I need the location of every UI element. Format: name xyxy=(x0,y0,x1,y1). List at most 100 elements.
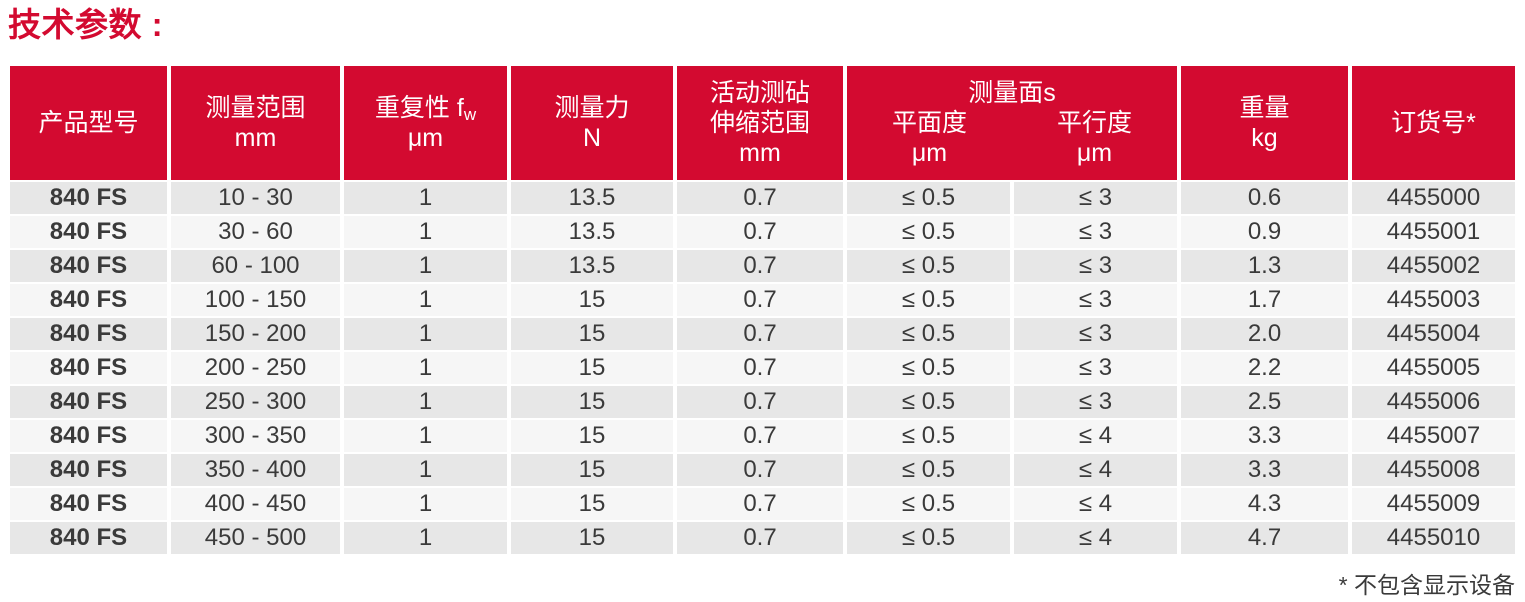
table-cell: ≤ 4 xyxy=(1014,454,1181,488)
col-header-anvil-range: 活动测砧 伸缩范围 mm xyxy=(677,66,847,182)
header-unit: mm xyxy=(234,124,277,152)
table-cell: 13.5 xyxy=(511,182,677,216)
table-cell: ≤ 3 xyxy=(1014,216,1181,250)
table-cell: 840 FS xyxy=(10,284,171,318)
footnote: * 不包含显示设备 xyxy=(1338,572,1515,598)
table-cell: 15 xyxy=(511,488,677,522)
group-header-label: 测量面s xyxy=(968,79,1056,107)
col-header-order-no: 订货号* xyxy=(1352,66,1515,182)
table-cell: 15 xyxy=(511,284,677,318)
table-cell: 1 xyxy=(344,284,511,318)
col-header-measuring-faces-group: 测量面s 平面度 平行度 μm μm xyxy=(847,66,1181,182)
table-cell: 0.7 xyxy=(677,386,847,420)
table-row: 840 FS 200 - 250 1 15 0.7 ≤ 0.5 ≤ 3 2.2 4455005 xyxy=(10,352,1515,386)
col-header-measuring-range: 测量范围 mm xyxy=(171,66,344,182)
table-cell: 4455005 xyxy=(1352,352,1515,386)
table-cell: 0.6 xyxy=(1181,182,1352,216)
table-row: 840 FS 450 - 500 1 15 0.7 ≤ 0.5 ≤ 4 4.7 4455010 xyxy=(10,522,1515,556)
table-cell: 15 xyxy=(511,318,677,352)
table-cell: 0.7 xyxy=(677,284,847,318)
table-cell: ≤ 3 xyxy=(1014,182,1181,216)
page-title: 技术参数 : xyxy=(8,6,164,43)
col-header-repeatability: 重复性 fw μm xyxy=(344,66,511,182)
table-cell: 450 - 500 xyxy=(171,522,344,556)
table-row: 840 FS 400 - 450 1 15 0.7 ≤ 0.5 ≤ 4 4.3 4455009 xyxy=(10,488,1515,522)
table-cell: 840 FS xyxy=(10,522,171,556)
table-cell: 840 FS xyxy=(10,386,171,420)
table-cell: 1 xyxy=(344,216,511,250)
subscript-w: w xyxy=(463,105,477,124)
table-cell: 840 FS xyxy=(10,216,171,250)
table-cell: 4455004 xyxy=(1352,318,1515,352)
header-unit: μm xyxy=(407,124,444,152)
table-cell: 150 - 200 xyxy=(171,318,344,352)
header-label: 重量 xyxy=(1239,94,1290,122)
table-cell: ≤ 3 xyxy=(1014,386,1181,420)
table-cell: 4455007 xyxy=(1352,420,1515,454)
table-cell: 4455010 xyxy=(1352,522,1515,556)
table-cell: 13.5 xyxy=(511,216,677,250)
table-cell: 1 xyxy=(344,250,511,284)
table-cell: 2.0 xyxy=(1181,318,1352,352)
table-cell: ≤ 0.5 xyxy=(847,250,1014,284)
table-cell: 4.3 xyxy=(1181,488,1352,522)
table-cell: 0.7 xyxy=(677,352,847,386)
table-row: 840 FS 300 - 350 1 15 0.7 ≤ 0.5 ≤ 4 3.3 4455007 xyxy=(10,420,1515,454)
table-cell: 4455006 xyxy=(1352,386,1515,420)
col-header-flatness: 平面度 xyxy=(891,109,967,137)
table-cell: 840 FS xyxy=(10,352,171,386)
table-cell: 0.7 xyxy=(677,250,847,284)
table-cell: 1 xyxy=(344,182,511,216)
flatness-unit: μm xyxy=(911,139,948,167)
table-cell: 4455008 xyxy=(1352,454,1515,488)
table-cell: 15 xyxy=(511,522,677,556)
table-row: 840 FS 250 - 300 1 15 0.7 ≤ 0.5 ≤ 3 2.5 4455006 xyxy=(10,386,1515,420)
table-cell: ≤ 4 xyxy=(1014,522,1181,556)
table-cell: 840 FS xyxy=(10,182,171,216)
table-cell: 0.7 xyxy=(677,454,847,488)
table-cell: 3.3 xyxy=(1181,454,1352,488)
table-cell: ≤ 4 xyxy=(1014,488,1181,522)
table-cell: 100 - 150 xyxy=(171,284,344,318)
header-unit: N xyxy=(582,124,602,152)
header-row: 产品型号 测量范围 mm 重复性 fw μm 测量力 N 活动测砧 伸缩范围 xyxy=(10,66,1515,182)
header-label: 测量范围 xyxy=(205,94,306,122)
table-cell: 4455001 xyxy=(1352,216,1515,250)
table-cell: 30 - 60 xyxy=(171,216,344,250)
table-cell: 1 xyxy=(344,488,511,522)
header-label: 测量力 xyxy=(554,94,630,122)
table-cell: 15 xyxy=(511,352,677,386)
table-cell: 1 xyxy=(344,522,511,556)
table-cell: 60 - 100 xyxy=(171,250,344,284)
table-row: 840 FS 350 - 400 1 15 0.7 ≤ 0.5 ≤ 4 3.3 4455008 xyxy=(10,454,1515,488)
table-cell: 300 - 350 xyxy=(171,420,344,454)
table-cell: 1 xyxy=(344,318,511,352)
table-cell: 840 FS xyxy=(10,420,171,454)
table-cell: 15 xyxy=(511,420,677,454)
table-cell: 10 - 30 xyxy=(171,182,344,216)
table-body: 840 FS 10 - 30 1 13.5 0.7 ≤ 0.5 ≤ 3 0.6 4455000 8… xyxy=(10,182,1515,556)
header-label: 活动测砧 xyxy=(709,79,810,107)
table-row: 840 FS 100 - 150 1 15 0.7 ≤ 0.5 ≤ 3 1.7 4455003 xyxy=(10,284,1515,318)
table-cell: 840 FS xyxy=(10,318,171,352)
table-cell: ≤ 0.5 xyxy=(847,488,1014,522)
table-row: 840 FS 30 - 60 1 13.5 0.7 ≤ 0.5 ≤ 3 0.9 4455001 xyxy=(10,216,1515,250)
table-row: 840 FS 10 - 30 1 13.5 0.7 ≤ 0.5 ≤ 3 0.6 4455000 xyxy=(10,182,1515,216)
table-cell: 2.5 xyxy=(1181,386,1352,420)
table-cell: ≤ 3 xyxy=(1014,318,1181,352)
table-cell: ≤ 0.5 xyxy=(847,454,1014,488)
table-cell: 15 xyxy=(511,386,677,420)
table-cell: ≤ 3 xyxy=(1014,250,1181,284)
header-unit: kg xyxy=(1251,124,1278,152)
group-sub-labels: 平面度 平行度 xyxy=(847,108,1177,138)
table-cell: ≤ 0.5 xyxy=(847,318,1014,352)
table-cell: ≤ 0.5 xyxy=(847,216,1014,250)
table-cell: ≤ 0.5 xyxy=(847,386,1014,420)
tech-params-table: 产品型号 测量范围 mm 重复性 fw μm 测量力 N 活动测砧 伸缩范围 xyxy=(10,66,1515,556)
table-cell: 400 - 450 xyxy=(171,488,344,522)
table-cell: 200 - 250 xyxy=(171,352,344,386)
header-label: 伸缩范围 xyxy=(709,109,810,137)
table-cell: 1.7 xyxy=(1181,284,1352,318)
table-header: 产品型号 测量范围 mm 重复性 fw μm 测量力 N 活动测砧 伸缩范围 xyxy=(10,66,1515,182)
